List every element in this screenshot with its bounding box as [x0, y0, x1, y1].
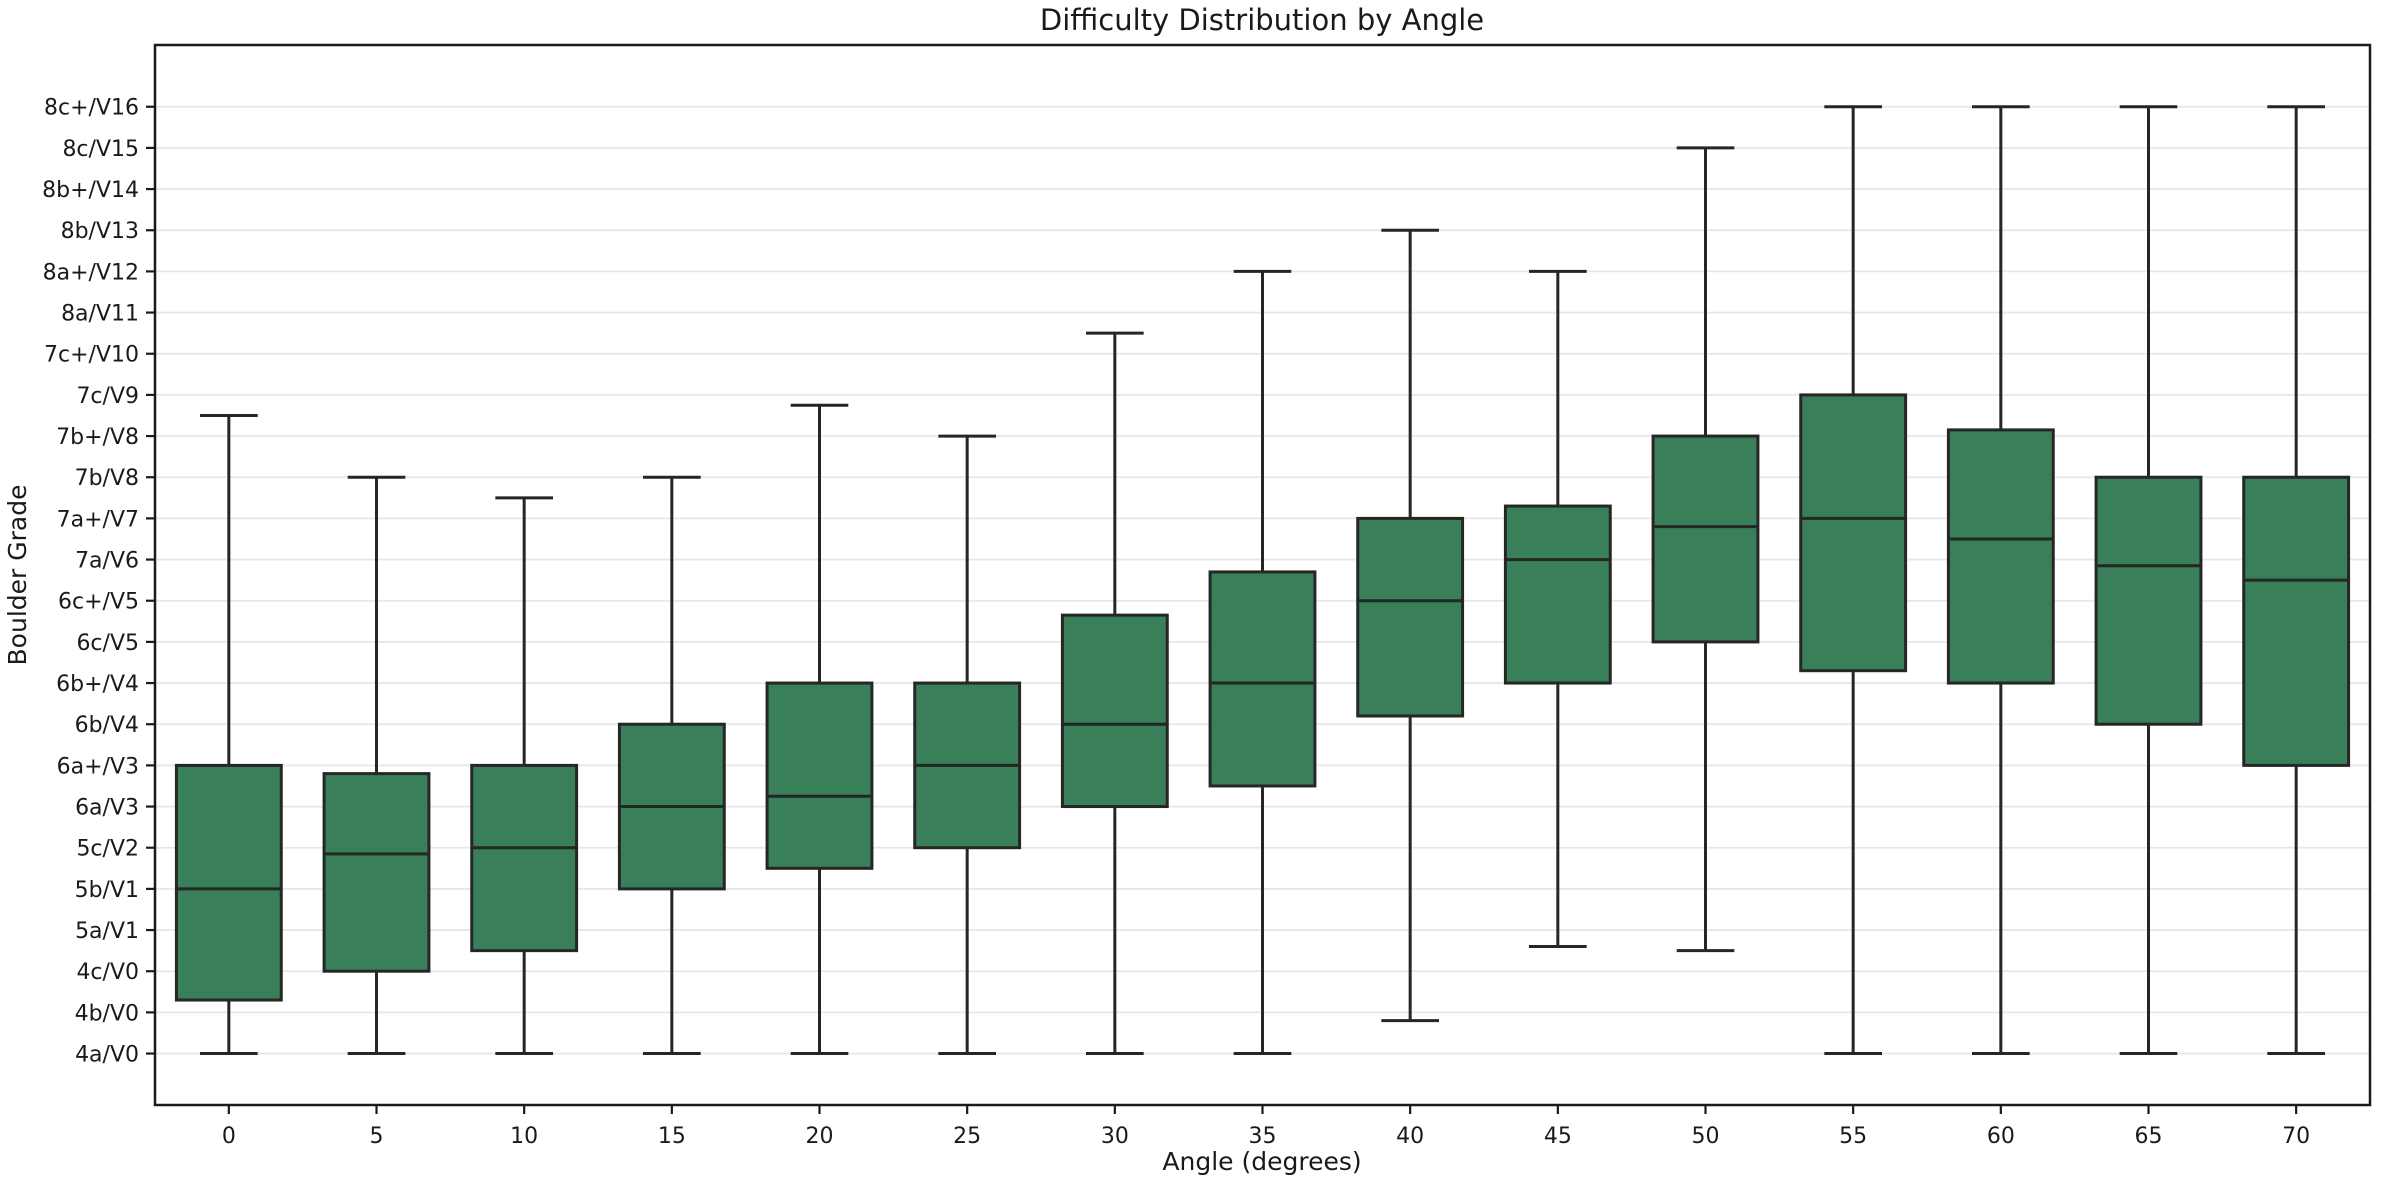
y-tick-label: 7a+/V7 — [57, 507, 139, 532]
x-tick-label: 15 — [658, 1124, 686, 1149]
box-iqr — [470, 763, 579, 953]
box-iqr — [2094, 475, 2203, 726]
y-tick-label: 5b/V1 — [75, 878, 139, 903]
box-iqr — [1503, 504, 1612, 685]
box-iqr — [765, 681, 874, 870]
box-iqr — [1356, 516, 1465, 718]
y-tick-label: 6a+/V3 — [57, 754, 139, 779]
y-tick-label: 4b/V0 — [75, 1001, 139, 1026]
box-iqr — [2242, 475, 2351, 767]
y-tick-label: 5c/V2 — [76, 837, 139, 862]
box-iqr — [1060, 613, 1169, 809]
y-tick-label: 7b+/V8 — [56, 425, 139, 450]
x-tick-label: 60 — [1987, 1124, 2015, 1149]
y-tick-label: 7c/V9 — [76, 384, 139, 409]
box-iqr — [1208, 570, 1317, 788]
x-tick-label: 40 — [1396, 1124, 1424, 1149]
box-iqr — [174, 763, 283, 1002]
box-iqr — [1651, 434, 1760, 644]
x-tick-label: 0 — [222, 1124, 236, 1149]
x-tick-label: 65 — [2135, 1124, 2163, 1149]
box-iqr — [1799, 393, 1908, 673]
y-tick-label: 8a+/V12 — [43, 260, 139, 285]
y-tick-label: 8c+/V16 — [44, 96, 139, 121]
y-tick-label: 8b/V13 — [61, 219, 139, 244]
y-tick-label: 4a/V0 — [75, 1043, 139, 1068]
box-iqr — [1946, 428, 2055, 685]
y-tick-label: 6a/V3 — [75, 796, 139, 821]
x-tick-label: 30 — [1101, 1124, 1129, 1149]
x-tick-label: 20 — [806, 1124, 834, 1149]
y-tick-label: 4c/V0 — [76, 960, 139, 985]
y-tick-label: 8a/V11 — [61, 302, 139, 327]
y-tick-label: 6b/V4 — [75, 713, 139, 738]
y-tick-label: 6c/V5 — [76, 631, 139, 656]
chart-title: Difficulty Distribution by Angle — [1040, 3, 1484, 37]
x-tick-label: 45 — [1544, 1124, 1572, 1149]
x-tick-label: 35 — [1249, 1124, 1277, 1149]
x-tick-label: 10 — [510, 1124, 538, 1149]
x-tick-label: 5 — [370, 1124, 384, 1149]
y-tick-label: 7c+/V10 — [44, 343, 139, 368]
y-tick-label: 7a/V6 — [75, 549, 139, 574]
y-tick-label: 8c/V15 — [62, 137, 139, 162]
box-iqr — [322, 772, 431, 973]
x-tick-label: 55 — [1839, 1124, 1867, 1149]
y-tick-label: 5a/V1 — [75, 919, 139, 944]
y-tick-label: 8b+/V14 — [42, 178, 139, 203]
x-tick-label: 70 — [2282, 1124, 2310, 1149]
y-tick-label: 6c+/V5 — [58, 590, 139, 615]
x-tick-label: 25 — [953, 1124, 981, 1149]
y-tick-label: 6b+/V4 — [56, 672, 139, 697]
x-axis-title: Angle (degrees) — [1162, 1147, 1361, 1176]
x-tick-label: 50 — [1692, 1124, 1720, 1149]
plot-area: 4a/V0 4b/V0 4c/V0 5a/V1 5b/V1 5c/V2 6a/V3 6a+/V… — [42, 43, 2372, 1149]
y-axis-title: Boulder Grade — [3, 485, 32, 666]
y-tick-label: 7b/V8 — [75, 466, 139, 491]
